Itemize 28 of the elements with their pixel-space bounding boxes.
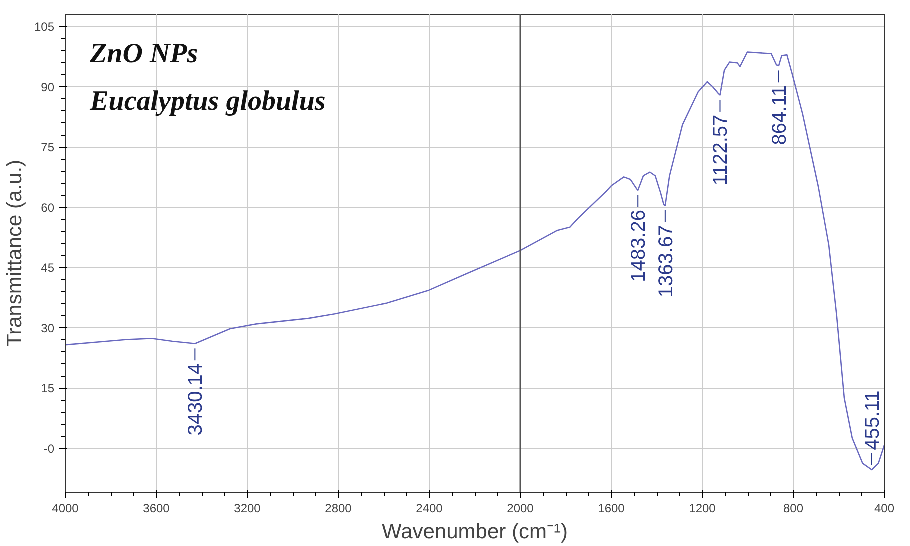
annotation: 3430.14 bbox=[185, 363, 208, 436]
x-tick-label: 2400 bbox=[416, 502, 444, 516]
y-tick-label: 105 bbox=[34, 20, 55, 34]
y-tick-label: 45 bbox=[41, 261, 55, 276]
x-tick-label: 3200 bbox=[234, 502, 262, 516]
annotation: 1363.67 bbox=[655, 225, 678, 298]
y-tick-label: 75 bbox=[41, 140, 55, 155]
y-tick-label: 60 bbox=[41, 200, 55, 215]
annotation: 1122.57 bbox=[710, 114, 732, 186]
text: Eucalyptus globulus bbox=[89, 86, 326, 118]
y-tick-label: 15 bbox=[41, 382, 55, 396]
annotation: 455.11 bbox=[862, 390, 884, 450]
y-tick-label: 90 bbox=[41, 80, 55, 94]
y-axis-title: Transmittance (a.u.) bbox=[3, 160, 26, 348]
x-tick-label: 800 bbox=[783, 502, 804, 516]
x-tick-label: 1200 bbox=[689, 502, 716, 516]
x-tick-label: 4000 bbox=[52, 502, 80, 516]
x-axis-title: Wavenumber (cm⁻¹) bbox=[382, 520, 568, 544]
annotation: 1483.26 bbox=[628, 210, 650, 282]
x-tick-label: 1600 bbox=[598, 502, 626, 516]
x-tick-label: 400 bbox=[874, 502, 895, 516]
text: ZnO NPs bbox=[89, 38, 198, 70]
y-tick-label: -0 bbox=[44, 442, 55, 456]
x-tick-label: 3600 bbox=[143, 502, 170, 516]
x-tick-label: 2000 bbox=[507, 502, 534, 516]
x-tick-label: 2800 bbox=[325, 502, 352, 516]
annotation: 864.11 bbox=[768, 86, 791, 146]
y-tick-label: 30 bbox=[41, 321, 55, 336]
